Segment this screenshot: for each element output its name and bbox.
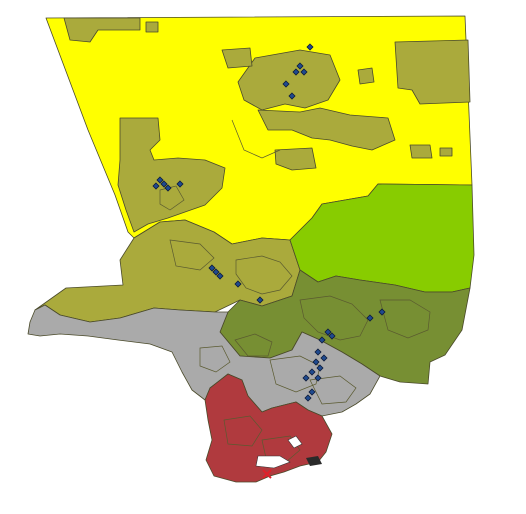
diamond-marker [176,180,184,188]
olive-patch [117,117,226,233]
diamond-marker [300,68,308,76]
diamond-marker [292,68,300,76]
olive-patch [221,47,253,69]
olive-patches-north [63,17,471,233]
diamond-marker [308,388,316,396]
diamond-marker [216,272,224,280]
olive-patch [63,17,141,43]
olive-patch [257,107,396,151]
olive-patch [145,21,159,33]
diamond-marker [302,374,310,382]
site-markers [152,43,386,402]
diamond-marker [378,308,386,316]
diamond-marker [320,354,328,362]
olive-patch [439,147,453,157]
diamond-marker [296,62,304,70]
olive-patch [394,39,471,105]
harbor-x-icon [262,469,272,479]
olive-patch [237,49,341,111]
diamond-marker [212,268,220,276]
diamond-marker [164,184,172,192]
diamond-marker [288,92,296,100]
diamond-marker [256,296,264,304]
olive-patch [357,67,375,85]
olive-patch [274,147,317,171]
diamond-marker [366,314,374,322]
diamond-marker [314,374,322,382]
diamond-marker [324,328,332,336]
diamond-marker [306,43,314,51]
diamond-marker [318,336,326,344]
diamond-marker [314,348,322,356]
internal-boundaries [159,119,431,463]
diamond-marker [208,264,216,272]
diamond-marker [308,368,316,376]
olive-patch [409,144,433,159]
diamond-marker [282,80,290,88]
diamond-marker [312,358,320,366]
diamond-marker [160,180,168,188]
diamond-marker [316,364,324,372]
diamond-marker [328,332,336,340]
region-south-central [27,304,381,417]
diamond-marker [234,280,242,288]
diamond-marker [304,394,312,402]
port-features [255,435,322,469]
diamond-marker [156,176,164,184]
region-harbor [204,373,333,483]
diamond-marker [152,182,160,190]
